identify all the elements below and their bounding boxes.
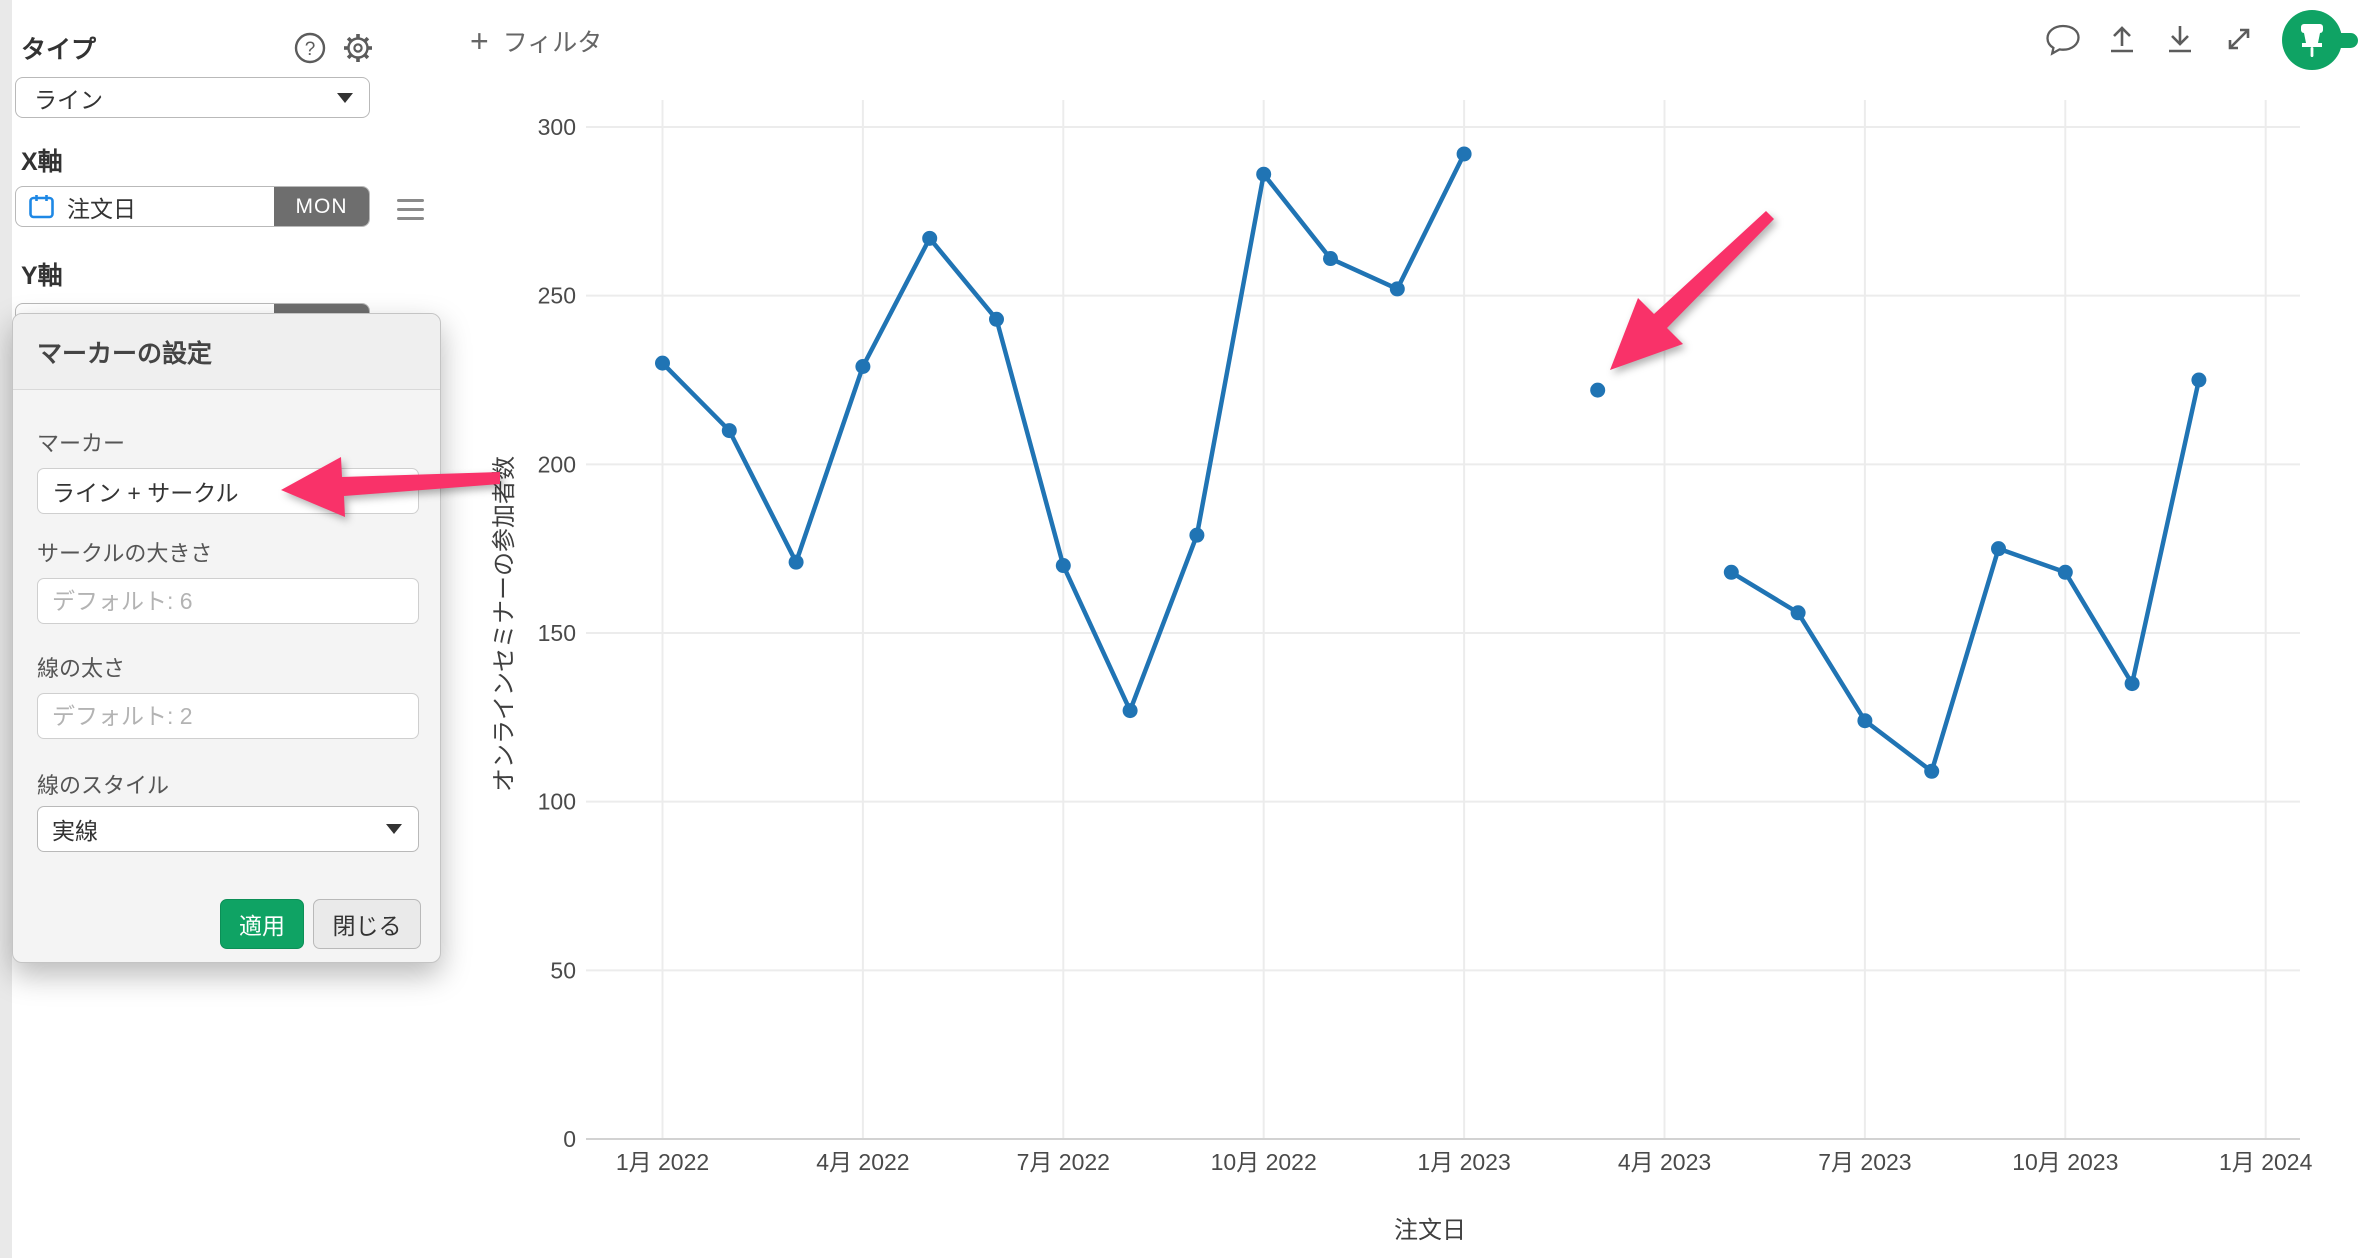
data-point[interactable] <box>922 230 938 246</box>
plus-icon: + <box>470 23 489 59</box>
y-tick-label: 0 <box>563 1126 576 1152</box>
series-line <box>1729 377 2202 774</box>
pushpin-icon <box>2301 24 2323 57</box>
x-tick-label: 10月 2023 <box>2012 1149 2118 1175</box>
data-point[interactable] <box>721 423 737 439</box>
x-tick-label: 7月 2023 <box>1818 1149 1911 1175</box>
data-point[interactable] <box>855 359 871 375</box>
data-point[interactable] <box>1055 558 1071 574</box>
data-point[interactable] <box>1389 281 1405 297</box>
chart-type-value: ライン <box>34 86 103 113</box>
data-point[interactable] <box>2191 372 2207 388</box>
line-style-value: 実線 <box>52 818 98 844</box>
data-point[interactable] <box>1189 527 1205 543</box>
hamburger-icon[interactable] <box>397 193 424 226</box>
x-axis-field[interactable]: 注文日 MON <box>15 186 370 227</box>
x-tick-label: 7月 2022 <box>1017 1149 1110 1175</box>
y-tick-label: 200 <box>538 451 576 477</box>
chevron-down-icon <box>386 824 402 834</box>
x-axis-aggregation-badge[interactable]: MON <box>274 187 369 226</box>
type-section-label: タイプ <box>21 36 97 64</box>
left-gutter <box>0 0 12 1258</box>
x-axis-title: 注文日 <box>1394 1217 1466 1244</box>
x-tick-label: 4月 2022 <box>816 1149 909 1175</box>
data-point[interactable] <box>2057 564 2073 580</box>
dialog-title: マーカーの設定 <box>13 314 440 390</box>
data-point[interactable] <box>2124 676 2140 692</box>
data-point[interactable] <box>989 311 1004 327</box>
comment-icon[interactable] <box>2044 20 2082 58</box>
gear-icon[interactable] <box>341 31 375 65</box>
data-point[interactable] <box>1924 763 1940 779</box>
x-tick-label: 1月 2024 <box>2219 1149 2313 1175</box>
x-axis-section-label: X軸 <box>21 148 63 176</box>
data-point[interactable] <box>1991 541 2006 557</box>
data-point[interactable] <box>1590 382 1606 398</box>
chart-type-select[interactable]: ライン <box>15 77 370 118</box>
chevron-down-icon <box>337 92 353 103</box>
close-button[interactable]: 閉じる <box>313 899 421 949</box>
x-tick-label: 4月 2023 <box>1618 1149 1711 1175</box>
y-tick-label: 250 <box>538 283 576 309</box>
calendar-icon <box>29 195 54 219</box>
marker-label: マーカー <box>37 431 126 456</box>
data-point[interactable] <box>655 355 670 371</box>
data-point[interactable] <box>1857 713 1873 729</box>
circle-size-label: サークルの大きさ <box>37 541 213 566</box>
data-point[interactable] <box>1723 564 1739 580</box>
y-axis-section-label: Y軸 <box>21 262 63 290</box>
marker-settings-dialog: マーカーの設定 マーカー サークルの大きさ 線の太さ 線のスタイル 実線 適用 … <box>12 313 441 963</box>
x-tick-label: 1月 2022 <box>616 1149 709 1175</box>
line-width-input[interactable] <box>37 693 419 739</box>
data-point[interactable] <box>1456 146 1472 162</box>
x-tick-label: 10月 2022 <box>1211 1149 1317 1175</box>
y-tick-label: 300 <box>538 114 576 140</box>
marker-input[interactable] <box>37 468 419 514</box>
x-axis-field-value: 注文日 <box>67 195 136 222</box>
y-axis-title: オンラインセミナーの参加者数 <box>491 456 518 792</box>
add-filter-button[interactable]: + フィルタ <box>470 23 602 59</box>
upload-icon[interactable] <box>2103 20 2141 58</box>
data-point[interactable] <box>1256 166 1272 182</box>
line-style-select[interactable]: 実線 <box>37 806 419 852</box>
data-point[interactable] <box>1122 703 1138 719</box>
line-width-label: 線の太さ <box>37 656 126 681</box>
data-point[interactable] <box>1790 605 1806 621</box>
filter-label: フィルタ <box>502 29 603 57</box>
y-tick-label: 50 <box>550 957 576 983</box>
data-point[interactable] <box>1323 251 1338 267</box>
x-tick-label: 1月 2023 <box>1417 1149 1510 1175</box>
download-icon[interactable] <box>2161 20 2199 58</box>
y-tick-label: 100 <box>538 789 576 815</box>
help-icon[interactable]: ? <box>293 31 327 65</box>
expand-icon[interactable] <box>2220 20 2258 58</box>
line-style-label: 線のスタイル <box>37 773 170 798</box>
pin-button[interactable] <box>2282 10 2342 70</box>
svg-text:?: ? <box>305 39 316 60</box>
apply-button[interactable]: 適用 <box>220 899 304 949</box>
y-tick-label: 150 <box>538 620 576 646</box>
circle-size-input[interactable] <box>37 578 419 624</box>
data-point[interactable] <box>788 554 804 570</box>
